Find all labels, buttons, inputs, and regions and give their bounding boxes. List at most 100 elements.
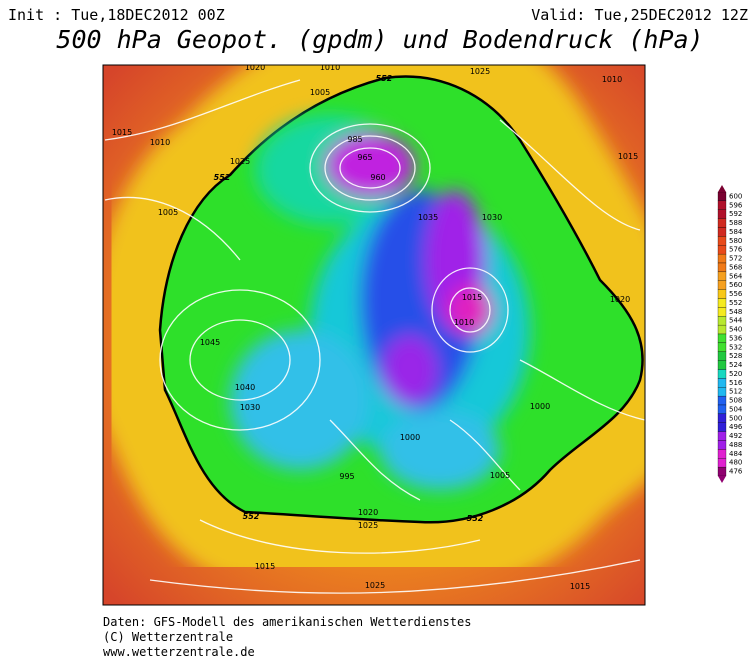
isobar-label: 1005 <box>310 88 330 97</box>
colorbar-swatch <box>717 449 727 459</box>
colorbar-label: 520 <box>729 370 742 378</box>
colorbar-label: 560 <box>729 281 742 289</box>
colorbar-swatch <box>717 271 727 281</box>
isobar-label: 1020 <box>610 295 630 304</box>
colorbar-swatch <box>717 440 727 450</box>
isobar-label: 1005 <box>490 471 510 480</box>
isobar-label: 1010 <box>150 138 170 147</box>
colorbar-label: 508 <box>729 397 742 405</box>
isobar-label: 1000 <box>400 433 420 442</box>
isobar-label: 1010 <box>320 63 340 72</box>
credit-line: www.wetterzentrale.de <box>103 645 255 659</box>
isobar-label: 1015 <box>112 128 132 137</box>
contour-label: 552 <box>214 173 231 182</box>
valid-time: Valid: Tue,25DEC2012 12Z <box>531 6 748 24</box>
colorbar-swatch <box>717 200 727 210</box>
colorbar-swatch <box>717 262 727 273</box>
colorbar-label: 540 <box>729 326 742 334</box>
isobar-label: 1025 <box>230 157 250 166</box>
colorbar-swatch <box>717 369 727 379</box>
isobar-label: 1035 <box>418 213 438 222</box>
isobar-label: 1015 <box>570 582 590 591</box>
colorbar-swatch <box>717 387 727 397</box>
colorbar-label: 568 <box>729 263 742 271</box>
contour-label: 552 <box>467 514 484 523</box>
isobar-label: 960 <box>370 173 385 182</box>
colorbar-swatch <box>717 458 727 468</box>
colorbar-label: 492 <box>729 432 742 440</box>
isobar-label: 1020 <box>358 508 378 517</box>
isobar-label: 1000 <box>530 402 550 411</box>
colorbar-swatch <box>717 253 727 264</box>
colorbar-swatch <box>717 342 727 352</box>
colorbar-swatch <box>717 351 727 361</box>
isobar-label: 1005 <box>158 208 178 217</box>
colorbar-label: 556 <box>729 290 743 298</box>
isobar-label: 1030 <box>482 213 502 222</box>
colorbar-swatch <box>717 422 727 432</box>
colorbar-label: 484 <box>729 450 743 458</box>
colorbar-label: 564 <box>729 272 743 280</box>
colorbar-swatch <box>717 378 727 388</box>
colorbar-swatch <box>717 466 727 477</box>
colorbar-label: 584 <box>729 228 743 236</box>
colorbar-swatch <box>717 333 727 344</box>
colorbar-label: 544 <box>729 317 743 325</box>
contour-label: 552 <box>376 74 393 83</box>
credit-line: (C) Wetterzentrale <box>103 630 233 644</box>
isobar-label: 1040 <box>235 383 255 392</box>
isobar-label: 1015 <box>618 152 638 161</box>
colorbar-label: 532 <box>729 343 742 351</box>
colorbar-label: 480 <box>729 459 742 467</box>
colorbar-label: 580 <box>729 237 742 245</box>
colorbar-label: 476 <box>729 468 743 476</box>
map-frame <box>102 64 646 606</box>
isobar-label: 1010 <box>602 75 622 84</box>
colorbar-label: 516 <box>729 379 743 387</box>
isobar-label: 1020 <box>245 63 265 72</box>
colorbar-swatch <box>717 209 727 219</box>
isobar-label: 1025 <box>470 67 490 76</box>
colorbar-arrow <box>718 476 726 483</box>
isobar-label: 1010 <box>454 318 474 327</box>
colorbar-label: 504 <box>729 405 743 413</box>
colorbar-swatch <box>717 298 727 308</box>
colorbar-swatch <box>717 316 727 326</box>
colorbar-swatch <box>717 324 727 335</box>
colorbar-label: 596 <box>729 201 743 209</box>
colorbar-label: 592 <box>729 210 742 218</box>
colorbar-label: 524 <box>729 361 743 369</box>
colorbar-arrow <box>718 185 726 192</box>
colorbar-swatch <box>717 404 727 415</box>
colorbar-label: 528 <box>729 352 742 360</box>
map-title: 500 hPa Geopot. (gpdm) und Bodendruck (h… <box>56 25 703 54</box>
colorbar-swatch <box>717 395 727 406</box>
colorbar-swatch <box>717 307 727 317</box>
colorbar-swatch <box>717 245 727 255</box>
isobar-label: 985 <box>347 135 362 144</box>
colorbar-label: 488 <box>729 441 742 449</box>
colorbar-label: 572 <box>729 255 742 263</box>
isobar-label: 1015 <box>255 562 275 571</box>
colorbar-swatch <box>717 413 727 423</box>
colorbar-swatch <box>717 227 727 237</box>
colorbar-swatch <box>717 280 727 290</box>
isobar-label: 1045 <box>200 338 220 347</box>
colorbar-label: 548 <box>729 308 742 316</box>
colorbar-swatch <box>717 191 727 202</box>
isobar-label: 1025 <box>358 521 378 530</box>
colorbar-swatch <box>717 218 727 228</box>
init-time: Init : Tue,18DEC2012 00Z <box>8 6 225 24</box>
isobar-label: 995 <box>339 472 354 481</box>
colorbar-swatch <box>717 360 727 370</box>
isobar-label: 1015 <box>462 293 482 302</box>
colorbar-label: 600 <box>729 192 742 200</box>
colorbar-swatch <box>717 236 727 246</box>
colorbar-label: 552 <box>729 299 742 307</box>
isobar-label: 1030 <box>240 403 260 412</box>
isobar-label: 1025 <box>365 581 385 590</box>
isobar-label: 965 <box>357 153 372 162</box>
map-field: 1020 1010 1025 1010 1005 1015 1010 1025 985 965 96… <box>103 63 645 605</box>
colorbar-label: 576 <box>729 246 743 254</box>
